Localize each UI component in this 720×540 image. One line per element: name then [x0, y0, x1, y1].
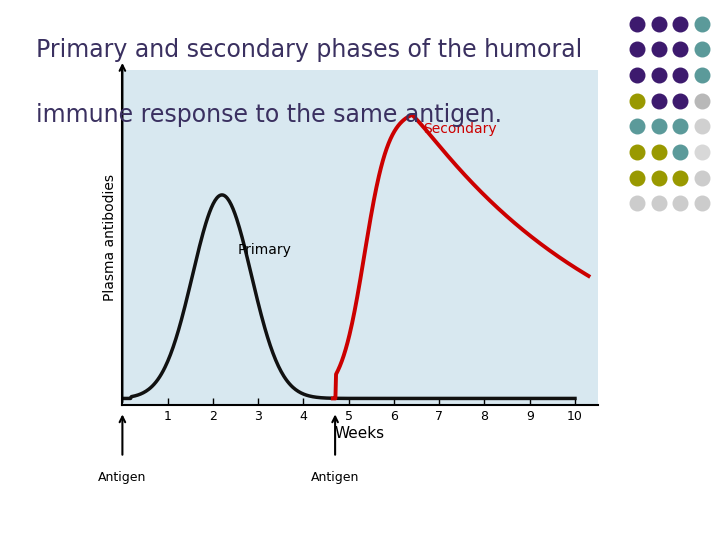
Y-axis label: Plasma antibodies: Plasma antibodies	[103, 174, 117, 301]
Point	[631, 199, 643, 207]
Point	[696, 122, 708, 131]
Text: Primary: Primary	[238, 243, 292, 257]
Point	[675, 122, 686, 131]
X-axis label: Weeks: Weeks	[335, 426, 385, 441]
Point	[631, 122, 643, 131]
Point	[696, 147, 708, 156]
Point	[631, 96, 643, 105]
Point	[675, 173, 686, 182]
Point	[696, 199, 708, 207]
Point	[653, 19, 665, 28]
Point	[675, 96, 686, 105]
Point	[675, 45, 686, 53]
Point	[653, 71, 665, 79]
Point	[675, 147, 686, 156]
Point	[675, 71, 686, 79]
Point	[696, 96, 708, 105]
Text: Antigen: Antigen	[311, 471, 359, 484]
Point	[696, 173, 708, 182]
Text: immune response to the same antigen.: immune response to the same antigen.	[36, 103, 502, 126]
Point	[631, 19, 643, 28]
Point	[653, 122, 665, 131]
Point	[696, 45, 708, 53]
Point	[653, 173, 665, 182]
Point	[653, 45, 665, 53]
Point	[631, 147, 643, 156]
Point	[631, 71, 643, 79]
Point	[631, 45, 643, 53]
Point	[696, 19, 708, 28]
Point	[653, 199, 665, 207]
Text: Primary and secondary phases of the humoral: Primary and secondary phases of the humo…	[36, 38, 582, 62]
Text: Secondary: Secondary	[423, 122, 497, 136]
Point	[653, 147, 665, 156]
Point	[653, 96, 665, 105]
Point	[631, 173, 643, 182]
Point	[696, 71, 708, 79]
Point	[675, 19, 686, 28]
Text: Antigen: Antigen	[98, 471, 147, 484]
Point	[675, 199, 686, 207]
